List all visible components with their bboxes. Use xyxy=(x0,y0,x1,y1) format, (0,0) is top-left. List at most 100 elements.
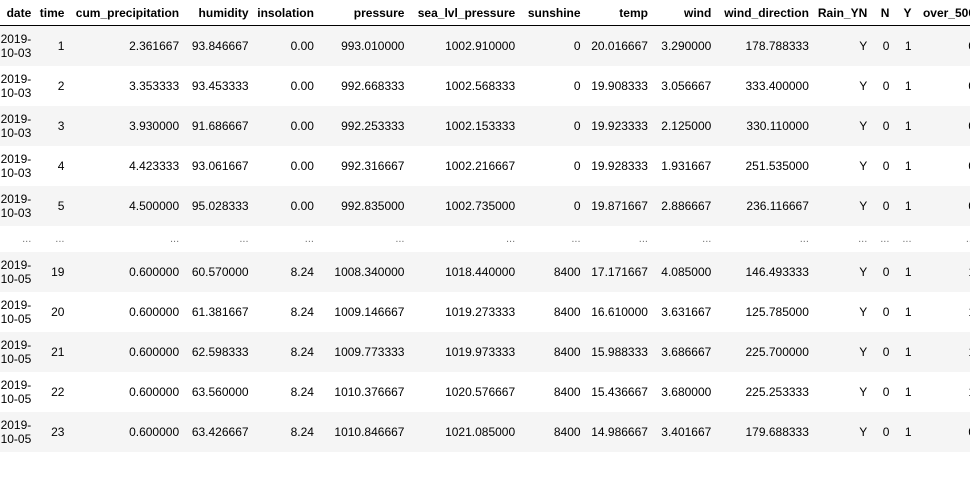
date-year-part: 2019- xyxy=(0,192,32,206)
sea-lvl-pressure-cell: 1002.910000 xyxy=(445,39,516,53)
date-year-part: 2019- xyxy=(0,338,32,352)
humidity-cell: 62.598333 xyxy=(191,345,249,359)
date-month-day-part: 10-03 xyxy=(0,166,32,180)
wind-cell: 2.886667 xyxy=(661,199,712,213)
table-row: 2019- 10-05 19 0.600000 60.570000 8.24 1008.34… xyxy=(0,252,970,292)
wind-direction-cell: 146.493333 xyxy=(745,265,809,279)
rain-yn-cell: Y xyxy=(859,305,868,319)
date-cell: 2019- 10-03 xyxy=(0,106,35,146)
over-500-cell: 0 xyxy=(916,146,970,186)
ellipsis-cell: ... xyxy=(799,233,809,245)
sunshine-cell: 8400 xyxy=(553,385,581,399)
wind-cell: 1.931667 xyxy=(661,159,712,173)
insolation-cell: 8.24 xyxy=(290,345,314,359)
cum-precipitation-cell: 4.500000 xyxy=(129,199,180,213)
n-cell: 0 xyxy=(882,119,890,133)
over-500-cell: 0 xyxy=(916,66,970,106)
sea-lvl-pressure-cell: 1020.576667 xyxy=(445,385,516,399)
n-cell: 0 xyxy=(882,385,890,399)
date-month-day-part: 10-05 xyxy=(0,352,32,366)
header-row: date time cum_precipitation humidity ins… xyxy=(0,0,970,26)
column-header-cum-precipitation: cum_precipitation xyxy=(68,0,184,26)
temp-cell: 16.610000 xyxy=(591,305,648,319)
table-row: 2019- 10-03 2 3.353333 93.453333 0.00 992.6683… xyxy=(0,66,970,106)
time-cell: 3 xyxy=(57,119,65,133)
wind-direction-cell: 225.253333 xyxy=(745,385,809,399)
column-header-sea-lvl-pressure: sea_lvl_pressure xyxy=(408,0,520,26)
humidity-cell: 60.570000 xyxy=(191,265,249,279)
insolation-cell: 8.24 xyxy=(290,425,314,439)
y-cell: 1 xyxy=(904,159,912,173)
y-cell: 1 xyxy=(904,199,912,213)
wind-cell: 2.125000 xyxy=(661,119,712,133)
sunshine-cell: 8400 xyxy=(553,265,581,279)
table-row: 2019- 10-05 21 0.600000 62.598333 8.24 1009.77… xyxy=(0,332,970,372)
wind-direction-cell: 179.688333 xyxy=(745,425,809,439)
date-month-day-part: 10-03 xyxy=(0,86,32,100)
pressure-cell: 1008.340000 xyxy=(334,265,405,279)
wind-cell: 3.401667 xyxy=(661,425,712,439)
sunshine-cell: 0 xyxy=(573,39,581,53)
sea-lvl-pressure-cell: 1019.973333 xyxy=(445,345,516,359)
ellipsis-cell: ... xyxy=(858,233,868,245)
temp-cell: 19.928333 xyxy=(591,159,648,173)
wind-cell: 3.290000 xyxy=(661,39,712,53)
sunshine-cell: 8400 xyxy=(553,345,581,359)
n-cell: 0 xyxy=(882,79,890,93)
n-cell: 0 xyxy=(882,199,890,213)
table-body: 2019- 10-03 1 2.361667 93.846667 0.00 993.0100… xyxy=(0,25,970,452)
rain-yn-cell: Y xyxy=(859,119,868,133)
time-cell: 23 xyxy=(51,425,65,439)
n-cell: 0 xyxy=(882,39,890,53)
time-cell: 5 xyxy=(57,199,65,213)
n-cell: 0 xyxy=(882,265,890,279)
table-row: 2019- 10-03 1 2.361667 93.846667 0.00 993.0100… xyxy=(0,25,970,66)
rain-yn-cell: Y xyxy=(859,385,868,399)
wind-cell: 3.056667 xyxy=(661,79,712,93)
y-cell: 1 xyxy=(904,385,912,399)
ellipsis-cell: ... xyxy=(638,233,648,245)
pressure-cell: 1009.146667 xyxy=(334,305,405,319)
over-500-cell: 1 xyxy=(916,372,970,412)
cum-precipitation-cell: 4.423333 xyxy=(129,159,180,173)
table-row: 2019- 10-03 5 4.500000 95.028333 0.00 992.8350… xyxy=(0,186,970,226)
date-cell: 2019- 10-03 xyxy=(0,146,35,186)
table-row: 2019- 10-05 20 0.600000 61.381667 8.24 1009.14… xyxy=(0,292,970,332)
humidity-cell: 63.560000 xyxy=(191,385,249,399)
date-year-part: 2019- xyxy=(0,418,32,432)
temp-cell: 20.016667 xyxy=(591,39,648,53)
time-cell: 22 xyxy=(51,385,65,399)
time-cell: 2 xyxy=(57,79,65,93)
time-cell: 19 xyxy=(51,265,65,279)
sea-lvl-pressure-cell: 1021.085000 xyxy=(445,425,516,439)
rain-yn-cell: Y xyxy=(859,39,868,53)
sunshine-cell: 8400 xyxy=(553,305,581,319)
humidity-cell: 93.846667 xyxy=(191,39,249,53)
over-500-cell: 0 xyxy=(916,412,970,452)
date-year-part: 2019- xyxy=(0,258,32,272)
column-header-pressure: pressure xyxy=(317,0,409,26)
over-500-cell: 1 xyxy=(916,252,970,292)
temp-cell: 17.171667 xyxy=(591,265,648,279)
n-cell: 0 xyxy=(882,345,890,359)
column-header-humidity: humidity xyxy=(183,0,253,26)
sea-lvl-pressure-cell: 1002.153333 xyxy=(445,119,516,133)
temp-cell: 14.986667 xyxy=(591,425,648,439)
pressure-cell: 992.668333 xyxy=(341,79,405,93)
table-row: 2019- 10-03 3 3.930000 91.686667 0.00 992.2533… xyxy=(0,106,970,146)
over-500-cell: 0 xyxy=(916,186,970,226)
over-500-cell: 1 xyxy=(916,332,970,372)
date-cell: 2019- 10-05 xyxy=(0,252,35,292)
date-cell: 2019- 10-05 xyxy=(0,372,35,412)
date-cell: 2019- 10-05 xyxy=(0,292,35,332)
rain-yn-cell: Y xyxy=(859,199,868,213)
table-row: 2019- 10-05 23 0.600000 63.426667 8.24 1010.84… xyxy=(0,412,970,452)
date-cell: 2019- 10-03 xyxy=(0,66,35,106)
insolation-cell: 8.24 xyxy=(290,265,314,279)
y-cell: 1 xyxy=(904,265,912,279)
pressure-cell: 1010.846667 xyxy=(334,425,405,439)
date-year-part: 2019- xyxy=(0,72,32,86)
y-cell: 1 xyxy=(904,425,912,439)
insolation-cell: 8.24 xyxy=(290,305,314,319)
column-header-wind: wind xyxy=(651,0,716,26)
